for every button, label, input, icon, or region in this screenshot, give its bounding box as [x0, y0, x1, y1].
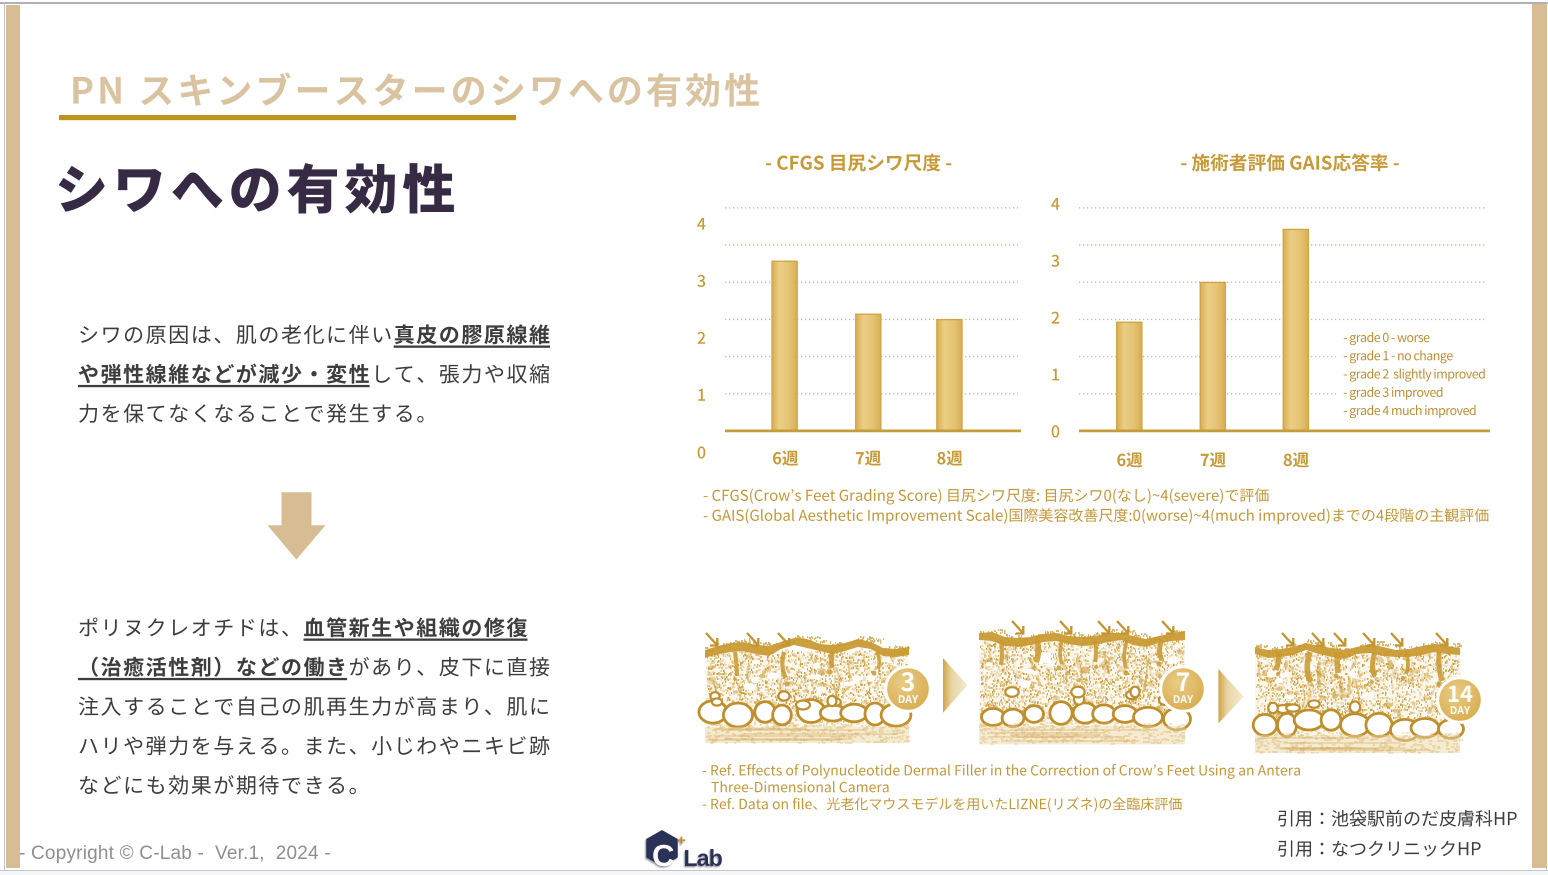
svg-text:Lab: Lab [684, 845, 723, 871]
svg-text:+: + [677, 832, 686, 849]
svg-text:C: C [652, 838, 674, 873]
